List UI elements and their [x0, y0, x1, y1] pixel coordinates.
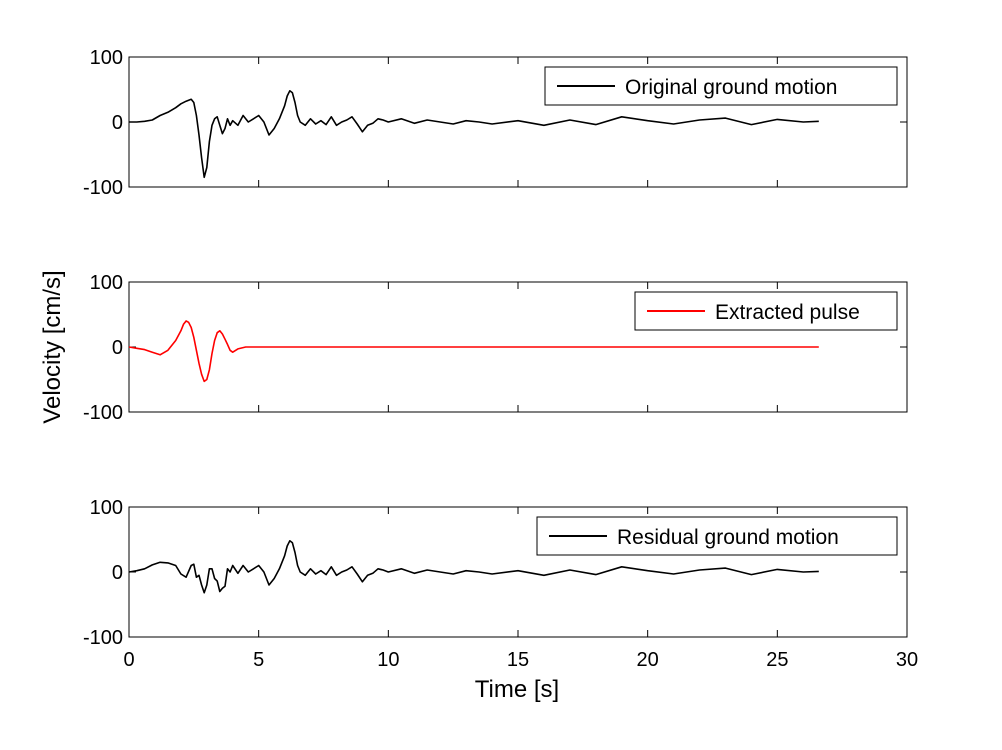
series-line — [129, 90, 819, 179]
x-tick-label: 0 — [123, 649, 134, 671]
y-tick-label: 0 — [112, 112, 123, 134]
y-axis-label: Velocity [cm/s] — [39, 270, 66, 423]
y-tick-label: 0 — [112, 562, 123, 584]
x-tick-label: 20 — [637, 649, 659, 671]
x-tick-label: 25 — [766, 649, 788, 671]
x-tick-label: 30 — [896, 649, 918, 671]
x-tick-label: 15 — [507, 649, 529, 671]
legend: Original ground motion — [544, 66, 898, 106]
y-tick-label: 0 — [112, 337, 123, 359]
series-line — [128, 540, 819, 594]
panel-1: -100 0 100 Original ground motion — [83, 47, 908, 199]
x-tick-label: 5 — [253, 649, 264, 671]
y-tick-label: -100 — [83, 177, 123, 199]
y-tick-label: 100 — [90, 272, 123, 294]
legend-label: Original ground motion — [625, 76, 837, 99]
y-tick-label: 100 — [90, 47, 123, 69]
legend-label: Residual ground motion — [617, 526, 839, 549]
x-tick-label: 10 — [377, 649, 399, 671]
y-tick-label: -100 — [83, 402, 123, 424]
series-line — [128, 320, 819, 383]
y-tick-label: -100 — [83, 627, 123, 649]
y-tick-label: 100 — [90, 497, 123, 519]
x-axis-label: Time [s] — [475, 676, 559, 703]
legend: Residual ground motion — [536, 516, 898, 556]
legend-label: Extracted pulse — [715, 301, 860, 324]
panel-2: -100 0 100 Extracted pulse — [83, 272, 908, 424]
legend: Extracted pulse — [634, 291, 898, 331]
